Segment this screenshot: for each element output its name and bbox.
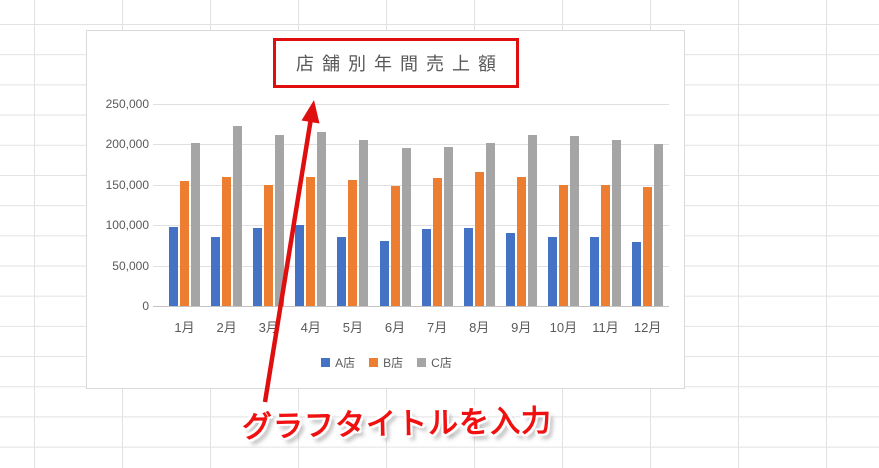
chart-title-box[interactable]: 店舗別年間売上額 <box>273 38 519 88</box>
legend-label: B店 <box>383 355 404 370</box>
y-axis-tick-label: 50,000 <box>112 258 149 273</box>
bar-a-store[interactable] <box>295 225 305 306</box>
bar-c-store[interactable] <box>527 134 537 306</box>
gridline <box>153 104 669 105</box>
bar-a-store[interactable] <box>169 226 178 306</box>
gridline <box>153 225 669 227</box>
bar-c-store[interactable] <box>401 147 411 306</box>
gridline <box>153 265 669 267</box>
bar-b-store[interactable] <box>390 185 400 306</box>
legend-swatch-icon <box>417 357 427 367</box>
bar-a-store[interactable] <box>211 236 221 306</box>
legend-item-c-store[interactable]: C店 <box>417 354 452 371</box>
bar-group <box>590 104 622 306</box>
bar-a-store[interactable] <box>253 228 263 306</box>
x-axis-tick-label: 2月 <box>216 320 237 335</box>
gridline <box>153 144 669 146</box>
bar-c-store[interactable] <box>317 132 327 306</box>
bar-b-store[interactable] <box>516 176 526 306</box>
x-axis-tick-label: 1月 <box>174 320 195 335</box>
bar-b-store[interactable] <box>601 184 610 306</box>
bar-b-store[interactable] <box>222 176 232 306</box>
bar-c-store[interactable] <box>443 146 453 306</box>
bar-a-store[interactable] <box>421 229 431 306</box>
y-axis-tick-label: 0 <box>142 299 149 313</box>
bar-a-store[interactable] <box>547 237 557 306</box>
x-axis-tick-label: 10月 <box>549 320 578 335</box>
x-axis-tick-label: 6月 <box>384 320 406 335</box>
legend-swatch-icon <box>369 357 379 367</box>
bar-b-store[interactable] <box>432 178 442 306</box>
bar-a-store[interactable] <box>463 228 473 306</box>
bar-group <box>253 104 285 306</box>
chart-legend[interactable]: A店 B店 C店 <box>87 354 686 370</box>
bar-group <box>632 104 664 306</box>
bar-b-store[interactable] <box>558 184 568 306</box>
legend-item-b-store[interactable]: B店 <box>369 354 403 371</box>
bar-c-store[interactable] <box>654 144 664 306</box>
bar-a-store[interactable] <box>632 242 642 306</box>
bar-group <box>211 104 243 306</box>
bar-group <box>505 104 537 306</box>
x-axis-tick-label: 7月 <box>426 320 448 335</box>
bar-a-store[interactable] <box>590 236 599 306</box>
x-axis-tick-label: 5月 <box>342 320 363 335</box>
bar-c-store[interactable] <box>569 136 579 306</box>
bar-c-store[interactable] <box>359 140 369 306</box>
gridline <box>153 184 669 186</box>
bar-c-store[interactable] <box>275 134 285 306</box>
bar-a-store[interactable] <box>337 237 347 306</box>
bar-group <box>547 104 579 306</box>
bar-b-store[interactable] <box>474 171 484 306</box>
y-axis-tick-label: 250,000 <box>105 97 149 111</box>
bar-b-store[interactable] <box>306 176 316 306</box>
bar-a-store[interactable] <box>505 233 515 306</box>
annotation-text[interactable]: グラフタイトルを入力 <box>241 404 553 445</box>
bar-b-store[interactable] <box>264 184 274 306</box>
bar-a-store[interactable] <box>379 241 389 306</box>
bar-c-store[interactable] <box>233 125 243 306</box>
bar-b-store[interactable] <box>348 180 358 306</box>
legend-swatch-icon <box>321 357 331 367</box>
x-axis-tick-label: 8月 <box>469 320 490 335</box>
x-axis-tick-label: 9月 <box>511 320 532 335</box>
bar-b-store[interactable] <box>180 180 189 306</box>
x-axis-tick-label: 4月 <box>300 320 321 335</box>
bar-c-store[interactable] <box>191 142 200 306</box>
x-axis-tick-label: 12月 <box>633 320 662 335</box>
y-axis-tick-label: 200,000 <box>105 137 149 152</box>
x-axis-line <box>153 306 669 307</box>
bar-b-store[interactable] <box>643 187 653 306</box>
bar-c-store[interactable] <box>612 140 621 306</box>
bar-group <box>337 104 369 306</box>
bar-group <box>379 104 411 306</box>
y-axis-tick-label: 100,000 <box>105 218 149 233</box>
y-axis-tick-label: 150,000 <box>105 177 149 192</box>
bar-group <box>295 104 327 306</box>
legend-item-a-store[interactable]: A店 <box>321 354 355 371</box>
x-axis-tick-label: 3月 <box>258 320 279 335</box>
legend-label: C店 <box>431 355 452 370</box>
bar-group <box>463 104 495 306</box>
legend-label: A店 <box>335 355 356 370</box>
chart-title: 店舗別年間売上額 <box>296 54 504 74</box>
chart-area[interactable]: 0 50,000 100,000 150,000 200,000 250,000 1月 2月… <box>86 30 685 389</box>
bar-group <box>169 104 201 306</box>
bar-group <box>421 104 453 306</box>
bar-c-store[interactable] <box>485 142 495 306</box>
x-axis-tick-label: 11月 <box>592 320 619 335</box>
